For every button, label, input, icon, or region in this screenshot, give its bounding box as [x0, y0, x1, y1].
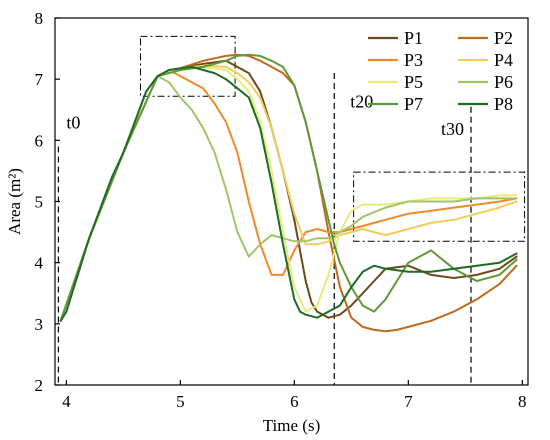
y-tick-label: 5: [35, 193, 44, 212]
y-tick-label: 4: [35, 254, 44, 273]
x-tick-label: 5: [176, 392, 185, 411]
highlight-box: [353, 171, 526, 242]
chart-legend: P1 P2 P3 P4 P5 P6 P7 P8: [368, 28, 513, 114]
x-tick-label: 6: [290, 392, 299, 411]
marker-label-t30: t30: [441, 119, 464, 139]
time-markers: t0 t20 t30: [57, 73, 472, 385]
series-line-p1: [59, 59, 518, 322]
series-line-p8: [59, 65, 518, 322]
series-line-p4: [59, 64, 518, 322]
legend-label-p8: P8: [494, 94, 513, 114]
x-tick-label: 4: [62, 392, 71, 411]
x-tick-label: 7: [404, 392, 413, 411]
legend-label-p2: P2: [494, 28, 513, 48]
legend-label-p5: P5: [404, 72, 423, 92]
legend-label-p1: P1: [404, 28, 423, 48]
marker-label-t20: t20: [350, 91, 373, 111]
marker-label-t0: t0: [66, 113, 80, 133]
chart-series: [59, 53, 518, 333]
series-line-p6: [59, 75, 518, 322]
y-axis-title: Area (m²): [5, 168, 24, 235]
y-tick-label: 6: [35, 131, 44, 150]
y-tick-label: 7: [35, 70, 44, 89]
y-tick-label: 2: [35, 376, 44, 395]
series-line-p7: [59, 53, 518, 322]
chart-axes: 4 5 6 7 8 2 3 4 5 6 7 8: [35, 9, 529, 411]
legend-label-p4: P4: [494, 50, 513, 70]
legend-label-p3: P3: [404, 50, 423, 70]
legend-label-p6: P6: [494, 72, 513, 92]
x-tick-label: 8: [518, 392, 527, 411]
x-axis-title: Time (s): [263, 416, 320, 435]
legend-label-p7: P7: [404, 94, 423, 114]
y-tick-label: 8: [35, 9, 44, 28]
y-tick-label: 3: [35, 315, 44, 334]
